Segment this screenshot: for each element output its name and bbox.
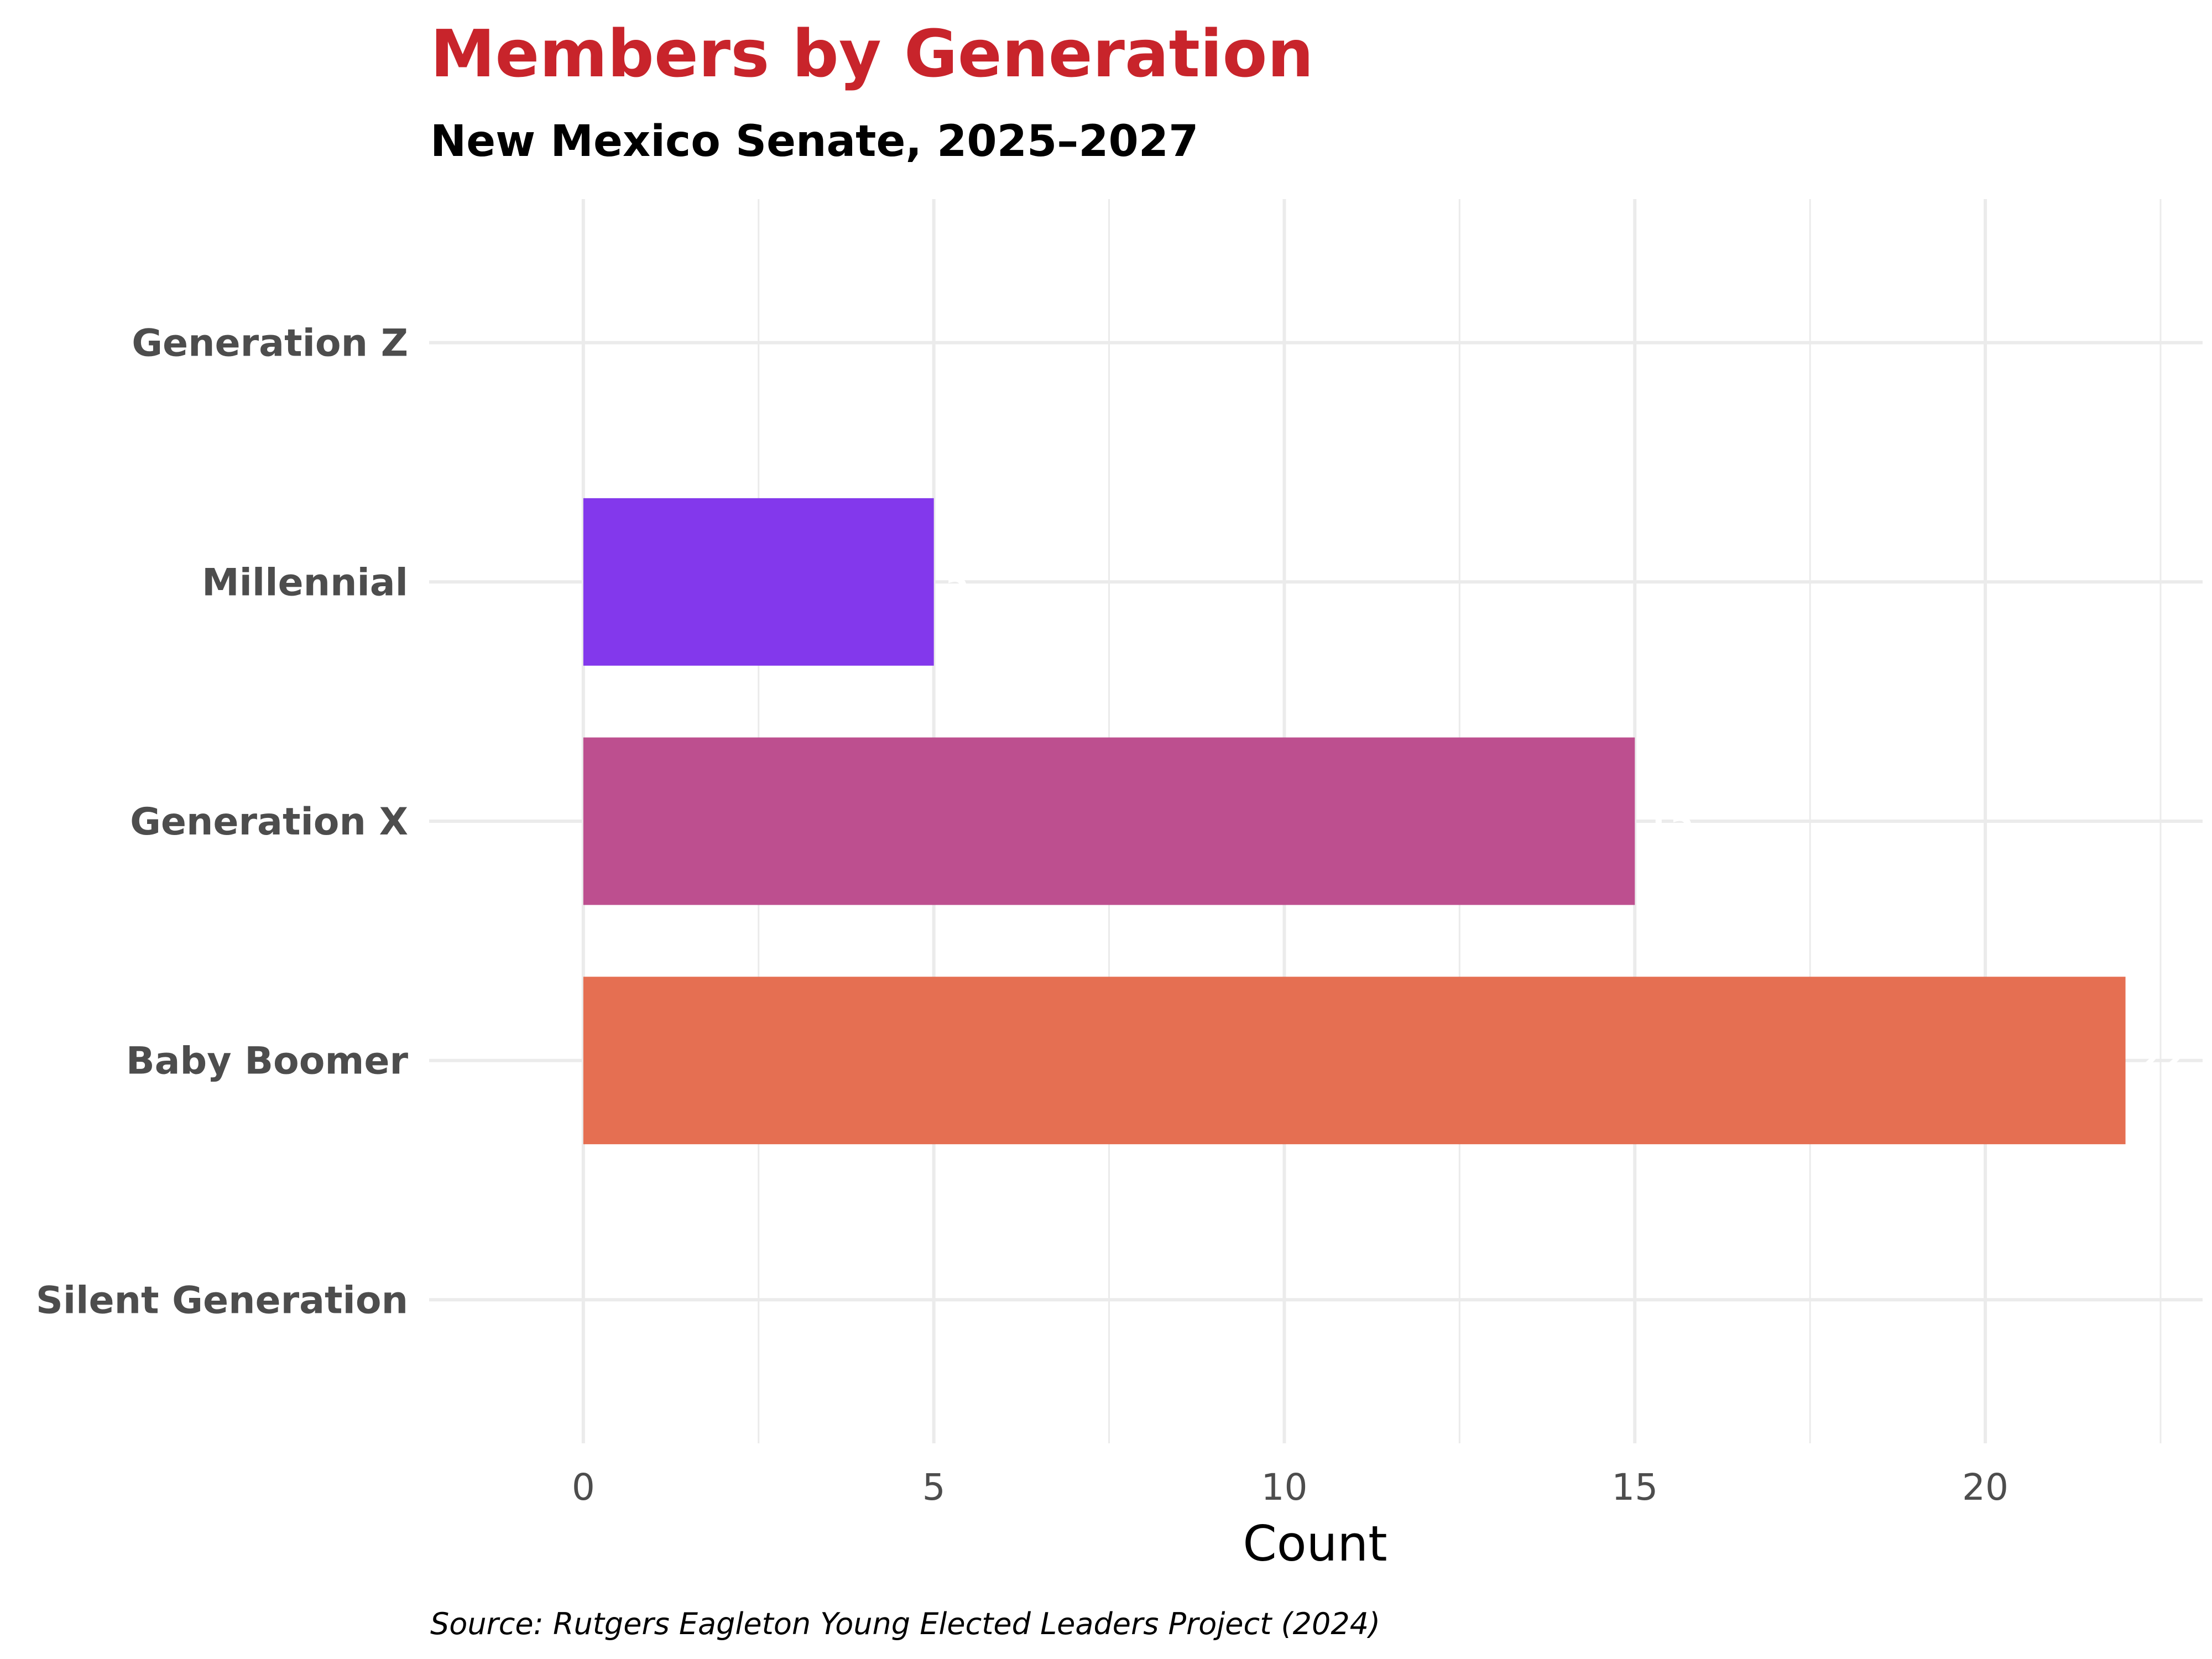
bars: 5 15 22 [583, 498, 2184, 1145]
y-tick-label: Millennial [202, 561, 408, 604]
bar-baby-boomer [583, 977, 2126, 1145]
y-tick-label: Generation X [130, 800, 408, 844]
chart-subtitle: New Mexico Senate, 2025–2027 [430, 117, 1198, 166]
data-label: 5 [945, 562, 969, 602]
y-tick-label: Silent Generation [36, 1279, 408, 1322]
x-axis-labels: 0 5 10 15 20 [572, 1466, 2008, 1509]
bar-millennial [583, 498, 934, 666]
source-caption: Source: Rutgers Eagleton Young Elected L… [430, 1606, 1380, 1641]
y-tick-label: Baby Boomer [126, 1040, 409, 1083]
data-label: 15 [1646, 801, 1693, 842]
x-tick-label: 20 [1962, 1466, 2008, 1509]
bar-generation-x [583, 737, 1635, 905]
x-tick-label: 5 [922, 1466, 946, 1509]
x-tick-label: 10 [1261, 1466, 1307, 1509]
x-axis-title: Count [1243, 1515, 1387, 1572]
y-tick-label: Generation Z [132, 322, 408, 366]
data-label: 22 [2137, 1041, 2184, 1081]
x-tick-label: 15 [1611, 1466, 1658, 1509]
y-axis-labels: Generation Z Millennial Generation X Baby B… [36, 322, 409, 1323]
chart-title: Members by Generation [430, 15, 1314, 92]
x-tick-label: 0 [572, 1466, 595, 1509]
